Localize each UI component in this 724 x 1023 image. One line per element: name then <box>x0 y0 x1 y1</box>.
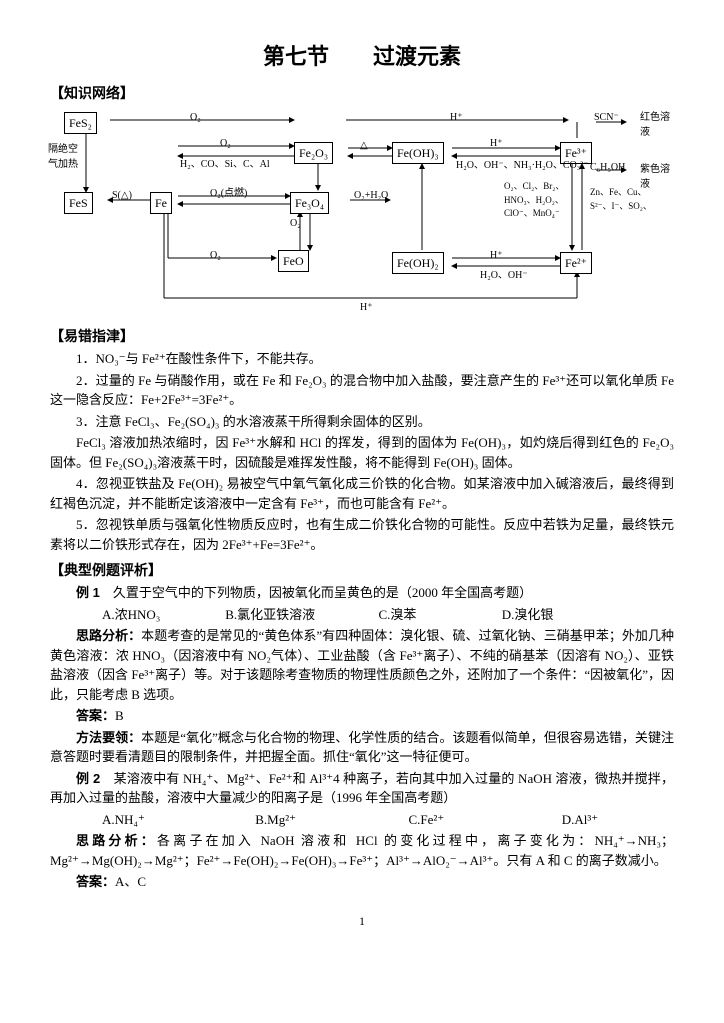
ex2-ans-h: 答案： <box>76 874 115 889</box>
lbl-h2ooh2: H₂O、OH⁻ <box>480 268 528 283</box>
lbl-h2co: H₂、CO、Si、C、Al <box>180 157 270 172</box>
ex1-analysis-h: 思路分析： <box>76 628 141 643</box>
node-fes2: FeS₂ <box>64 112 97 134</box>
ex2-ans: 答案：A、C <box>50 872 674 892</box>
pitfall-1: 1．NO₃⁻与 Fe²⁺在酸性条件下，不能共存。 <box>50 349 674 369</box>
ex1-q: 久置于空气中的下列物质，因被氧化而呈黄色的是（2000 年全国高考题） <box>113 585 532 600</box>
lbl-hplus-top: H⁺ <box>450 110 463 125</box>
lbl-hplus-2: H⁺ <box>490 136 503 151</box>
side-red2: Zn、Fe、Cu、S²⁻、I⁻、SO₂、 <box>590 186 660 213</box>
lbl-hplus-3: H⁺ <box>490 248 503 263</box>
ex1-title: 例 1 <box>76 585 100 600</box>
ex2-analysis-h: 思路分析： <box>76 833 157 848</box>
lbl-o2-2: O₂ <box>220 136 231 151</box>
lbl-o2fire: O₂(点燃) <box>210 186 247 201</box>
pitfall-4: 4．忽视亚铁盐及 Fe(OH)₂ 易被空气中氧气氧化成三价铁的化合物。如某溶液中… <box>50 474 674 513</box>
section-knowledge: 【知识网络】 <box>50 83 674 104</box>
ex2-optC: C.Fe²⁺ <box>383 810 533 830</box>
ex2-analysis: 思路分析：各离子在加入 NaOH 溶液和 HCl 的变化过程中，离子变化为：NH… <box>50 831 674 870</box>
ex2-optD: D.Al³⁺ <box>536 810 598 830</box>
lbl-c6h5oh: C₆H₅OH <box>590 160 625 175</box>
ex2-opts: A.NH₄⁺ B.Mg²⁺ C.Fe²⁺ D.Al³⁺ <box>50 810 674 830</box>
ex1-opts: A.浓HNO₃ B.氯化亚铁溶液 C.溴苯 D.溴化银 <box>50 605 674 625</box>
node-fe3o4: Fe₃O₄ <box>290 192 329 214</box>
ex1-method: 方法要领：本题是“氧化”概念与化合物的物理、化学性质的结合。该题看似简单，但很容… <box>50 728 674 767</box>
lbl-hplus-bottom: H⁺ <box>360 300 373 315</box>
lbl-o2h2o: O₂+H₂O <box>354 188 388 203</box>
ex1-method-h: 方法要领： <box>76 730 141 745</box>
node-fe: Fe <box>150 192 172 214</box>
node-feoh2: Fe(OH)₂ <box>392 252 444 274</box>
side-red: 红色溶液 <box>640 110 674 140</box>
ex1-analysis-t: 本题考查的是常见的“黄色体系”有四种固体：溴化银、硫、过氧化钠、三硝基甲苯；外加… <box>50 628 674 702</box>
ex2-optA: A.NH₄⁺ <box>76 810 226 830</box>
ex1-ans-t: B <box>115 708 124 723</box>
ex2-title: 例 2 <box>76 771 100 786</box>
node-feoh3: Fe(OH)₃ <box>392 142 444 164</box>
ex2-ans-t: A、C <box>115 874 146 889</box>
node-fe2p: Fe²⁺ <box>560 252 592 274</box>
ex1-optC: C.溴苯 <box>353 605 473 625</box>
lbl-o2-3: O₂ <box>290 216 301 231</box>
lbl-s: S(△) <box>112 188 132 203</box>
lbl-o2-4: O₂ <box>210 248 221 263</box>
ex1-optD: D.溴化银 <box>476 605 554 625</box>
ex1-optA: A.浓HNO₃ <box>76 605 196 625</box>
lbl-delta: △ <box>360 138 368 153</box>
side-left: 隔绝空气加热 <box>48 142 80 172</box>
ex1-method-t: 本题是“氧化”概念与化合物的物理、化学性质的结合。该题看似简单，但很容易选错，关… <box>50 730 674 765</box>
lbl-o2-1: O₂ <box>190 110 201 125</box>
ex1-optB: B.氯化亚铁溶液 <box>199 605 349 625</box>
page-title: 第七节 过渡元素 <box>50 40 674 73</box>
page-number: 1 <box>50 912 674 930</box>
pitfall-3: 3．注意 FeCl₃、Fe₂(SO₄)₃ 的水溶液蒸干所得剩余固体的区别。 <box>50 412 674 432</box>
ex1-line: 例 1 久置于空气中的下列物质，因被氧化而呈黄色的是（2000 年全国高考题） <box>50 583 674 603</box>
ex2-optB: B.Mg²⁺ <box>229 810 379 830</box>
diagram: FeS₂ FeS Fe Fe₂O₃ Fe₃O₄ FeO Fe(OH)₃ Fe(O… <box>50 108 674 318</box>
ex1-ans-h: 答案： <box>76 708 115 723</box>
node-fes: FeS <box>64 192 93 214</box>
pitfall-5: 5．忽视铁单质与强氧化性物质反应时，也有生成二价铁化合物的可能性。反应中若铁为足… <box>50 515 674 554</box>
ex2-q: 某溶液中有 NH₄⁺、Mg²⁺、Fe²⁺和 Al³⁺4 种离子，若向其中加入过量… <box>50 771 674 806</box>
ex1-analysis: 思路分析：本题考查的是常见的“黄色体系”有四种固体：溴化银、硫、过氧化钠、三硝基… <box>50 626 674 704</box>
side-oxid: O₂、Cl₂、Br₂、HNO₃、H₂O₂、ClO⁻、MnO₄⁻ <box>504 180 568 221</box>
pitfall-2: 2．过量的 Fe 与硝酸作用，或在 Fe 和 Fe₂O₃ 的混合物中加入盐酸，要… <box>50 371 674 410</box>
ex1-ans: 答案：B <box>50 706 674 726</box>
section-pitfalls: 【易错指津】 <box>50 326 674 347</box>
lbl-scn: SCN⁻ <box>594 110 619 125</box>
node-fe2o3: Fe₂O₃ <box>294 142 333 164</box>
section-examples: 【典型例题评析】 <box>50 560 674 581</box>
ex2-line: 例 2 某溶液中有 NH₄⁺、Mg²⁺、Fe²⁺和 Al³⁺4 种离子，若向其中… <box>50 769 674 808</box>
node-feo: FeO <box>278 250 309 272</box>
pitfall-3b: FeCl₃ 溶液加热浓缩时，因 Fe³⁺水解和 HCl 的挥发，得到的固体为 F… <box>50 433 674 472</box>
lbl-h2ooh: H₂O、OH⁻、NH₃·H₂O、CO₃²⁻ <box>456 158 589 173</box>
